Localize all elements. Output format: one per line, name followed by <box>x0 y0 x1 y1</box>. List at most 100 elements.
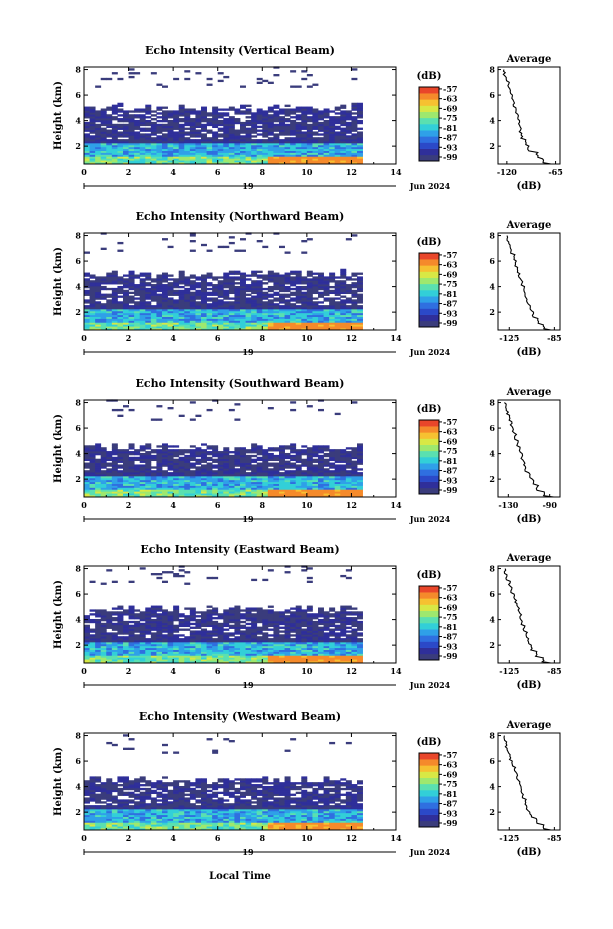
heatmap-cell <box>95 649 102 652</box>
heatmap-cell <box>312 123 319 127</box>
heatmap-cell <box>217 127 224 130</box>
heatmap-cell <box>100 483 107 486</box>
heatmap-cell <box>351 135 358 138</box>
heatmap-cell <box>195 479 202 483</box>
heatmap-cell <box>234 456 241 460</box>
heatmap-cell <box>134 305 141 308</box>
heatmap-cell <box>267 305 274 308</box>
heatmap-cell <box>178 141 185 144</box>
heatmap-cell <box>295 314 302 317</box>
heatmap-cell <box>95 110 102 113</box>
heatmap-cell <box>240 322 246 325</box>
heatmap-cell <box>84 651 90 654</box>
heatmap-cell <box>245 464 252 467</box>
heatmap-cell <box>184 653 191 656</box>
heatmap-cell <box>212 112 219 115</box>
average-y-tick-label: 2 <box>489 474 495 484</box>
heatmap-cell <box>111 116 118 119</box>
heatmap-cell <box>84 487 90 490</box>
heatmap-cell <box>134 466 141 469</box>
heatmap-cell <box>128 270 135 273</box>
heatmap-cell <box>295 135 302 138</box>
heatmap-cell <box>201 152 207 155</box>
heatmap-cell <box>357 320 363 323</box>
heatmap-cell <box>345 447 352 450</box>
heatmap-cell <box>184 282 191 285</box>
heatmap-cell <box>223 618 230 622</box>
heatmap-cell <box>95 148 102 151</box>
heatmap-cell <box>340 477 347 481</box>
heatmap-cell <box>256 470 263 473</box>
heatmap-cell <box>111 278 118 281</box>
heatmap-cell <box>262 493 269 496</box>
heatmap-cell <box>100 150 107 153</box>
heatmap-cell <box>134 119 141 123</box>
heatmap-cell <box>84 274 90 277</box>
heatmap-cell <box>228 236 235 239</box>
heatmap-cell <box>162 116 168 119</box>
heatmap-cell <box>329 475 336 479</box>
heatmap-cell <box>212 495 219 498</box>
heatmap-cell <box>251 449 258 452</box>
heatmap-cell <box>173 615 180 618</box>
heatmap-cell <box>106 626 113 629</box>
heatmap-cell <box>306 456 313 460</box>
heatmap-cell <box>323 280 330 283</box>
heatmap-cell <box>145 445 152 448</box>
heatmap-cell <box>162 110 168 113</box>
heatmap-cell <box>139 651 146 654</box>
heatmap-cell <box>223 475 230 479</box>
heatmap-cell <box>212 474 219 477</box>
heatmap-cell <box>228 303 235 306</box>
heatmap-cell <box>279 295 285 298</box>
heatmap-cell <box>228 472 235 475</box>
heatmap-cell <box>128 491 135 494</box>
heatmap-cell <box>201 129 207 132</box>
heatmap-cell <box>340 452 347 456</box>
heatmap-cell <box>145 470 152 473</box>
heatmap-cell <box>318 314 324 317</box>
x-tick-label: 8 <box>259 167 265 177</box>
heatmap-cell <box>156 640 163 643</box>
heatmap-cell <box>323 328 330 331</box>
heatmap-cell <box>139 144 146 148</box>
heatmap-cell <box>139 162 146 165</box>
heatmap-cell <box>195 328 202 331</box>
heatmap-cell <box>329 158 336 161</box>
heatmap-cell <box>206 643 213 647</box>
x-tick-label: 2 <box>126 167 132 177</box>
heatmap-cell <box>312 460 319 463</box>
heatmap-cell <box>117 489 124 492</box>
heatmap-cell <box>95 142 102 146</box>
heatmap-cell <box>295 475 302 479</box>
heatmap-cell <box>301 110 308 113</box>
x-tick-label: 0 <box>81 500 87 510</box>
heatmap-cell <box>306 307 313 310</box>
heatmap-cell <box>290 458 297 462</box>
heatmap-cell <box>167 284 174 287</box>
heatmap-cell <box>295 133 302 136</box>
heatmap-cell <box>245 137 252 140</box>
heatmap-cell <box>156 148 163 151</box>
heatmap-cell <box>84 483 90 486</box>
heatmap-cell <box>167 487 174 490</box>
heatmap-cell <box>267 121 274 125</box>
heatmap-cell <box>245 456 252 460</box>
colorbar-segment <box>419 487 439 495</box>
heatmap-cell <box>184 641 191 645</box>
heatmap-cell <box>162 301 168 304</box>
heatmap-cell <box>100 156 107 159</box>
heatmap-cell <box>150 491 157 494</box>
heatmap-cell <box>184 316 191 319</box>
average-y-tick-label: 8 <box>489 231 495 241</box>
heatmap-cell <box>223 146 230 150</box>
heatmap-cell <box>217 462 224 465</box>
heatmap-cell <box>195 308 202 312</box>
heatmap-cell <box>184 307 191 310</box>
heatmap-cell <box>89 139 96 142</box>
heatmap-cell <box>312 474 319 477</box>
heatmap-cell <box>178 653 185 656</box>
heatmap-cell <box>334 150 341 153</box>
heatmap-cell <box>234 129 241 132</box>
heatmap-cell <box>267 479 274 483</box>
